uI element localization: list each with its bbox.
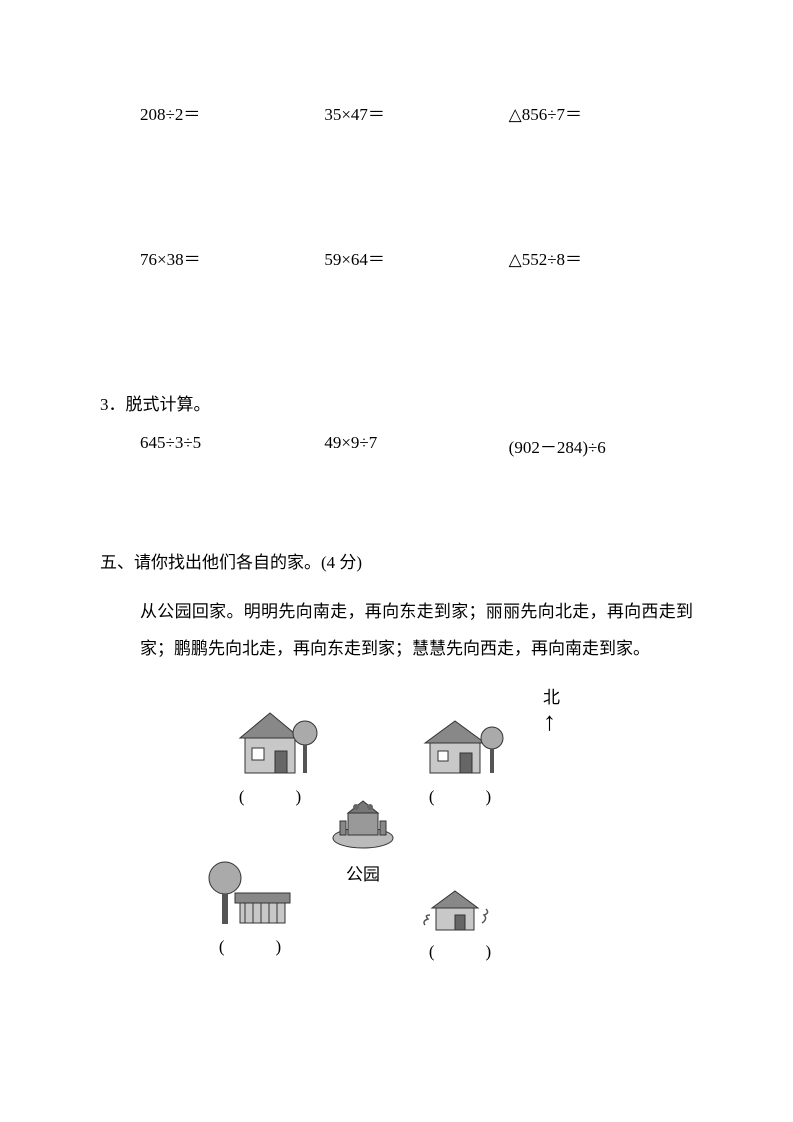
answer-blank: ( ) xyxy=(410,782,510,807)
equation: 59×64＝ xyxy=(324,245,508,270)
equation-row-1: 208÷2＝ 35×47＝ △856÷7＝ xyxy=(140,100,693,125)
question-5-body: 从公园回家。明明先向南走，再向东走到家；丽丽先向北走，再向西走到家；鹏鹏先向北走… xyxy=(140,593,693,668)
house-top-left: ( ) xyxy=(220,703,320,807)
north-arrow-icon: ↑ xyxy=(543,709,556,735)
house-icon xyxy=(420,883,500,933)
equation-row-2: 76×38＝ 59×64＝ △552÷8＝ xyxy=(140,245,693,270)
question-5-title: 五、请你找出他们各自的家。(4 分) xyxy=(100,548,693,573)
equation: 35×47＝ xyxy=(324,100,508,125)
park-icon xyxy=(328,793,398,853)
map-diagram: 北 ↑ ( ) ( ) xyxy=(160,683,580,1003)
equation: 645÷3÷5 xyxy=(140,433,324,458)
house-icon xyxy=(410,713,510,778)
park-center: 公园 xyxy=(328,793,398,885)
equation-row-3: 645÷3÷5 49×9÷7 (902－284)÷6 xyxy=(140,433,693,458)
equation: 49×9÷7 xyxy=(324,433,508,458)
section-3-label: 3．脱式计算。 xyxy=(100,390,693,415)
north-label: 北 xyxy=(543,683,560,708)
answer-blank: ( ) xyxy=(195,932,305,957)
house-icon xyxy=(220,703,320,778)
answer-blank: ( ) xyxy=(220,782,320,807)
park-label: 公园 xyxy=(328,860,398,885)
equation: △856÷7＝ xyxy=(509,100,693,125)
equation: (902－284)÷6 xyxy=(509,433,693,458)
answer-blank: ( ) xyxy=(420,937,500,962)
house-top-right: ( ) xyxy=(410,713,510,807)
equation: 76×38＝ xyxy=(140,245,324,270)
house-bottom-left: ( ) xyxy=(195,858,305,957)
equation: △552÷8＝ xyxy=(509,245,693,270)
equation: 208÷2＝ xyxy=(140,100,324,125)
house-bottom-right: ( ) xyxy=(420,883,500,962)
house-icon xyxy=(195,858,305,928)
